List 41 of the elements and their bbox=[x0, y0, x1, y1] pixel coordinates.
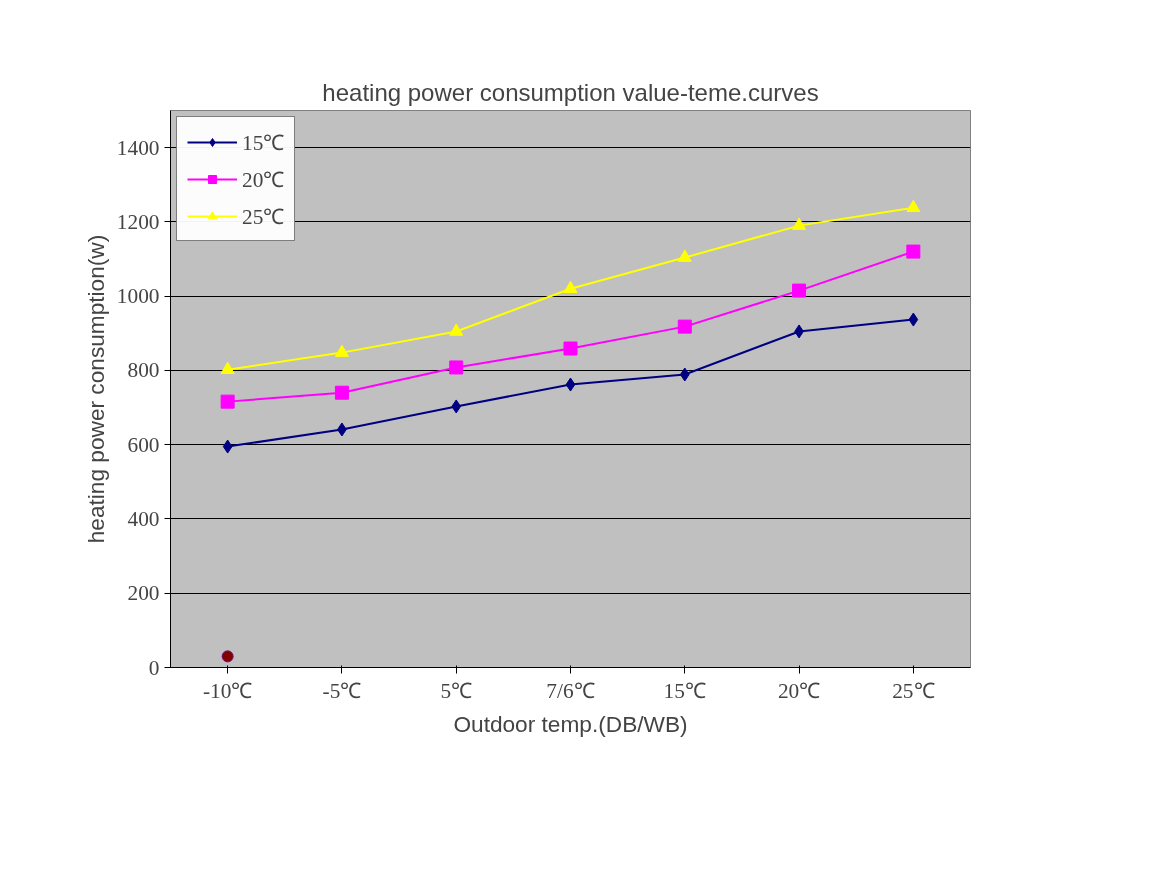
y-axis-title: heating power consumption(w) bbox=[82, 234, 109, 544]
y-tick-label: 1000 bbox=[116, 284, 160, 309]
point bbox=[906, 199, 921, 213]
point bbox=[334, 344, 349, 357]
x-tick-label: 5℃ bbox=[440, 678, 473, 703]
y-tick-label: 600 bbox=[127, 432, 160, 457]
point bbox=[449, 360, 464, 375]
x-tick-label: 7/6℃ bbox=[546, 678, 595, 703]
x-tick-label: 15℃ bbox=[663, 678, 706, 703]
point bbox=[565, 377, 576, 392]
point bbox=[792, 217, 807, 230]
point bbox=[906, 244, 921, 259]
point bbox=[334, 385, 349, 400]
point bbox=[220, 361, 235, 374]
point bbox=[908, 312, 919, 327]
point bbox=[563, 280, 578, 293]
point bbox=[220, 394, 235, 409]
x-axis-title: Outdoor temp.(DB/WB) bbox=[453, 710, 688, 737]
legend-label: 15℃ bbox=[242, 130, 285, 156]
y-tick-label: 0 bbox=[148, 655, 160, 680]
y-tick-label: 400 bbox=[127, 506, 160, 531]
point bbox=[677, 319, 692, 334]
point bbox=[221, 650, 234, 663]
point bbox=[449, 323, 464, 336]
chart-title: heating power consumption value-teme.curves bbox=[322, 78, 819, 106]
legend-label: 20℃ bbox=[242, 167, 285, 193]
x-tick-label: 25℃ bbox=[892, 678, 935, 703]
x-tick-label: -5℃ bbox=[322, 678, 362, 703]
point bbox=[677, 249, 692, 262]
y-tick-label: 1400 bbox=[116, 135, 160, 160]
legend-label: 25℃ bbox=[242, 204, 285, 230]
y-tick-label: 1200 bbox=[116, 209, 160, 234]
point bbox=[792, 283, 807, 298]
y-tick-label: 800 bbox=[127, 358, 160, 383]
point bbox=[563, 341, 578, 356]
point bbox=[222, 439, 233, 454]
x-tick-label: 20℃ bbox=[777, 678, 821, 703]
point bbox=[451, 399, 462, 414]
x-tick-label: -10℃ bbox=[202, 678, 253, 703]
point bbox=[679, 367, 690, 382]
y-tick-label: 200 bbox=[127, 581, 160, 606]
